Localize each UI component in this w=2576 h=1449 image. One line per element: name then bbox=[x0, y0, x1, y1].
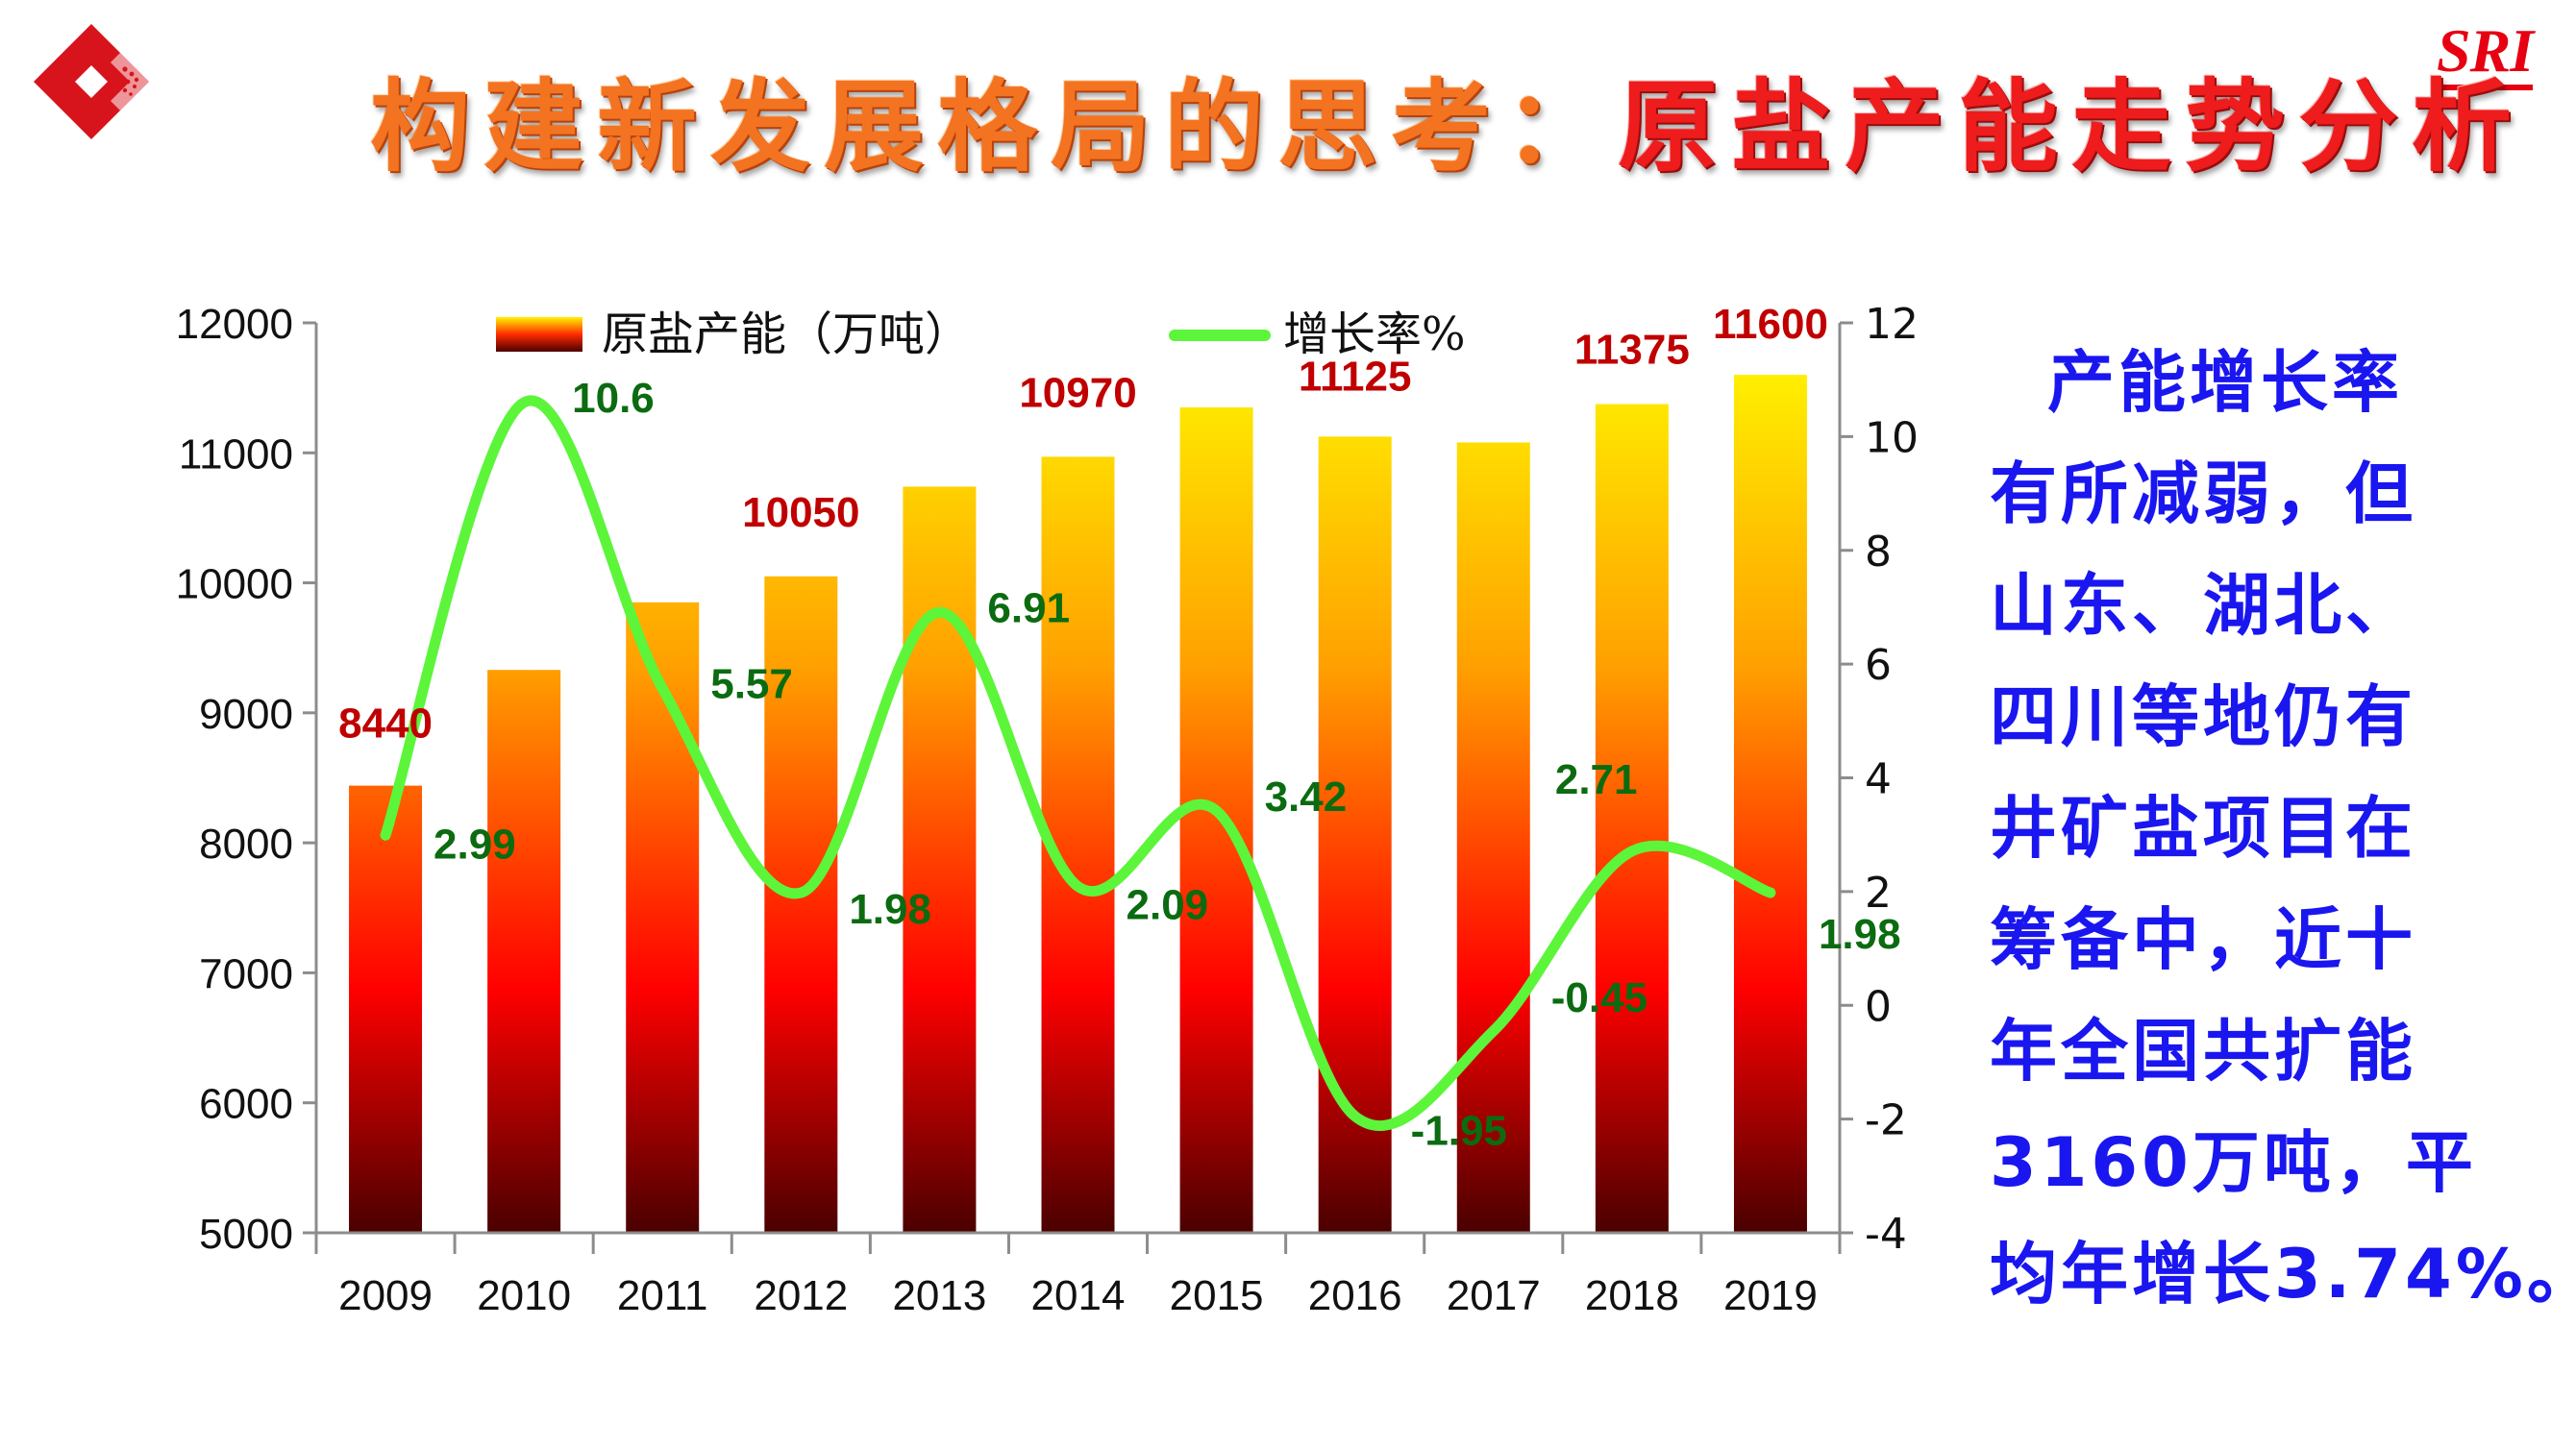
left-tick-label: 8000 bbox=[199, 821, 293, 868]
bar-2016 bbox=[1318, 436, 1392, 1233]
line-value-label: 3.42 bbox=[1265, 774, 1348, 821]
brand-logo-text: SRI bbox=[2437, 20, 2534, 90]
left-tick-label: 7000 bbox=[199, 950, 293, 997]
line-value-label: 2.99 bbox=[433, 821, 516, 868]
left-tick-label: 10000 bbox=[176, 561, 293, 608]
title-part-2: 原盐产能走势分析 bbox=[1618, 68, 2526, 185]
right-tick-label: 8 bbox=[1865, 528, 1892, 577]
left-tick-label: 12000 bbox=[176, 301, 293, 348]
x-tick-label: 2010 bbox=[477, 1272, 571, 1319]
x-tick-label: 2009 bbox=[338, 1272, 433, 1319]
bar-value-label: 10050 bbox=[742, 489, 859, 536]
x-tick-label: 2014 bbox=[1031, 1272, 1126, 1319]
summary-line: 井矿盐项目在 bbox=[1990, 789, 2416, 868]
x-tick-label: 2012 bbox=[754, 1272, 848, 1319]
x-tick-label: 2017 bbox=[1447, 1272, 1541, 1319]
legend-label-capacity: 原盐产能（万吨） bbox=[602, 307, 971, 361]
right-tick-label: -4 bbox=[1865, 1210, 1907, 1259]
summary-line: 3160万吨，平 bbox=[1990, 1123, 2477, 1202]
bar-2017 bbox=[1456, 442, 1530, 1233]
summary-line: 有所减弱，但 bbox=[1990, 454, 2416, 533]
left-tick-label: 9000 bbox=[199, 691, 293, 738]
axes-group: 5000 6000 7000 8000 9000 10000 11000 12000 -4 -2 0… bbox=[176, 300, 1919, 1319]
summary-text-block: 产能增长率 有所减弱，但 山东、湖北、 四川等地仍有 井矿盐项目在 筹备中，近十… bbox=[1990, 327, 2576, 1330]
bar-2019 bbox=[1733, 375, 1807, 1234]
x-tick-label: 2016 bbox=[1308, 1272, 1402, 1319]
summary-line: 山东、湖北、 bbox=[1990, 566, 2416, 645]
line-value-label: 2.71 bbox=[1555, 756, 1638, 803]
left-tick-label: 6000 bbox=[199, 1081, 293, 1128]
bar-2018 bbox=[1595, 404, 1669, 1233]
summary-line: 年全国共扩能 bbox=[1990, 1012, 2416, 1091]
legend-swatch-capacity bbox=[496, 317, 582, 352]
x-tick-label: 2011 bbox=[617, 1272, 708, 1319]
data-labels-group: 8440 10050 10970 11125 11375 11600 2.99 10.6 5.5… bbox=[338, 301, 1900, 1155]
bar-value-label: 11600 bbox=[1713, 301, 1828, 348]
line-value-label: 2.09 bbox=[1127, 882, 1209, 929]
bar-2010 bbox=[487, 670, 561, 1233]
right-tick-label: 2 bbox=[1865, 869, 1892, 918]
summary-line: 四川等地仍有 bbox=[1990, 677, 2416, 756]
x-tick-label: 2019 bbox=[1723, 1272, 1818, 1319]
legend-label-growth: 增长率% bbox=[1283, 307, 1466, 361]
line-value-label: 1.98 bbox=[1819, 911, 1901, 958]
bar-value-label: 10970 bbox=[1019, 369, 1136, 416]
summary-line: 产能增长率 bbox=[2047, 343, 2403, 422]
line-value-label: 10.6 bbox=[572, 375, 655, 422]
page-title: 构建新发展格局的思考：原盐产能走势分析 bbox=[370, 69, 2525, 184]
x-tick-label: 2018 bbox=[1585, 1272, 1679, 1319]
left-tick-label: 5000 bbox=[199, 1211, 293, 1258]
growth-line-group bbox=[380, 395, 1776, 1131]
line-value-label: 5.57 bbox=[710, 661, 793, 708]
line-value-label: 1.98 bbox=[849, 886, 931, 933]
bar-value-label: 11125 bbox=[1299, 353, 1412, 400]
right-tick-label: -2 bbox=[1865, 1096, 1907, 1145]
right-tick-label: 4 bbox=[1865, 755, 1892, 804]
right-tick-label: 12 bbox=[1865, 300, 1919, 349]
right-tick-label: 6 bbox=[1865, 641, 1892, 690]
line-value-label: -0.45 bbox=[1551, 974, 1647, 1021]
line-value-label: 6.91 bbox=[987, 584, 1070, 631]
bar-2012 bbox=[764, 576, 838, 1233]
bar-2013 bbox=[903, 486, 977, 1234]
right-tick-label: 0 bbox=[1865, 982, 1892, 1031]
legend: 原盐产能（万吨） 增长率% bbox=[496, 307, 1466, 361]
x-tick-label: 2015 bbox=[1170, 1272, 1264, 1319]
company-logo-icon bbox=[34, 24, 149, 139]
bar-2015 bbox=[1179, 406, 1253, 1234]
bar-value-label: 8440 bbox=[338, 700, 433, 748]
title-part-1: 构建新发展格局的思考： bbox=[370, 68, 1619, 185]
right-tick-label: 10 bbox=[1865, 413, 1919, 462]
bars-group bbox=[349, 375, 1807, 1234]
line-value-label: -1.95 bbox=[1411, 1108, 1507, 1155]
summary-line: 均年增长3.74%。 bbox=[1990, 1235, 2576, 1314]
bar-2009 bbox=[349, 785, 423, 1233]
left-tick-label: 11000 bbox=[179, 430, 293, 478]
x-tick-label: 2013 bbox=[892, 1272, 986, 1319]
bar-2011 bbox=[626, 602, 700, 1233]
summary-line: 筹备中，近十 bbox=[1990, 900, 2416, 979]
bar-value-label: 11375 bbox=[1574, 327, 1690, 374]
